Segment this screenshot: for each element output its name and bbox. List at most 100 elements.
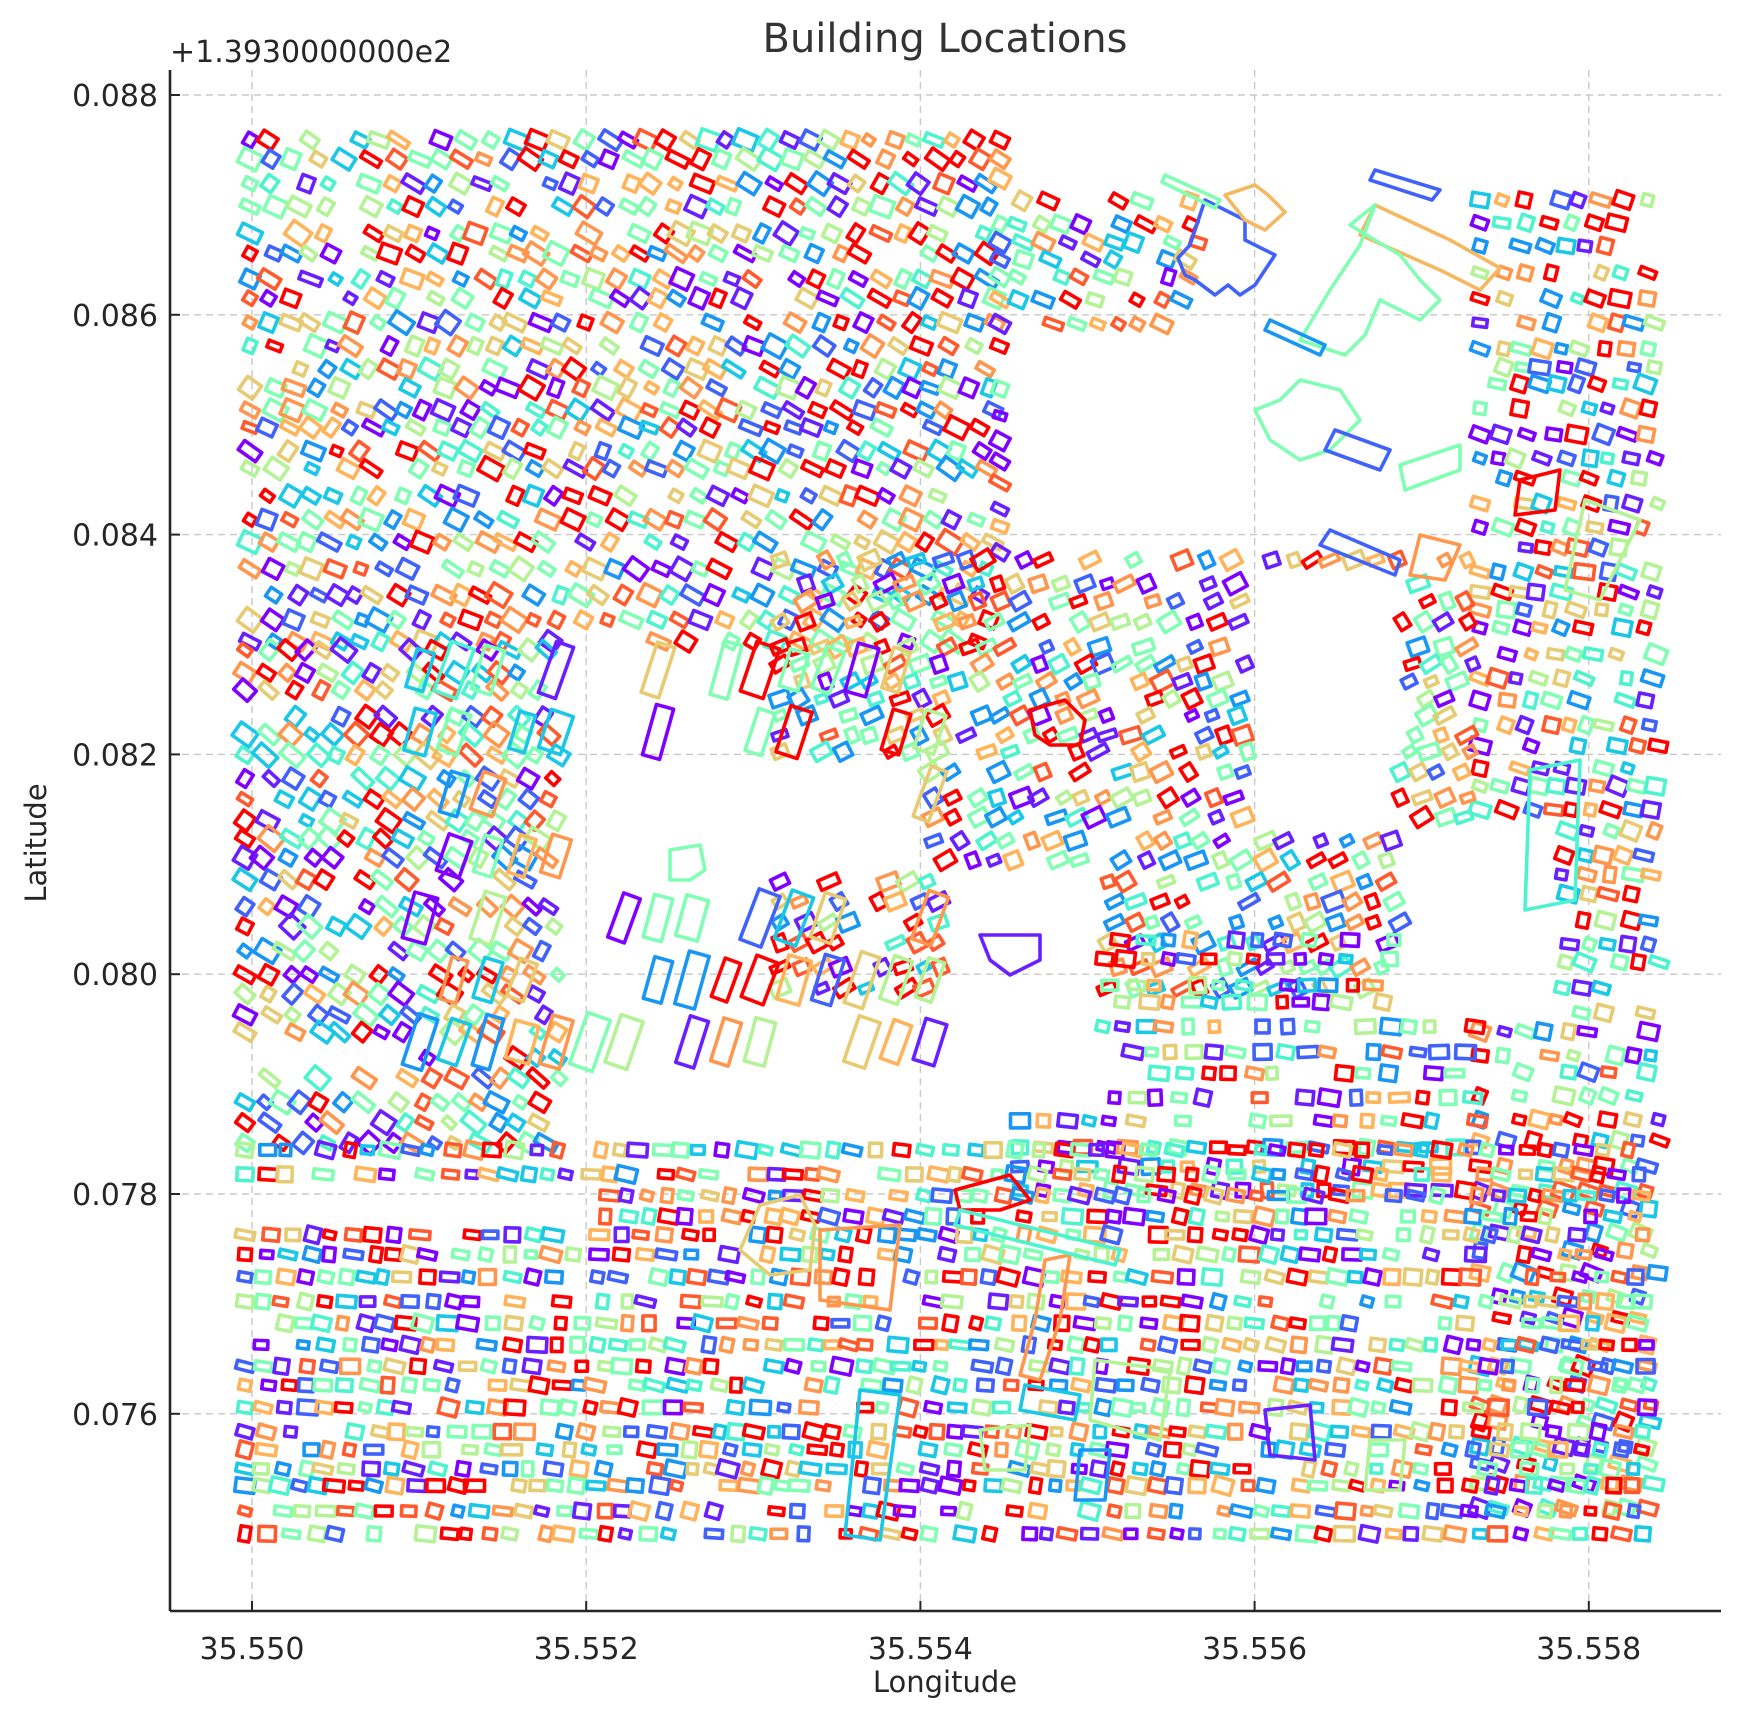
building-outline bbox=[255, 267, 283, 291]
building-outline bbox=[705, 484, 731, 508]
building-outline bbox=[1317, 977, 1339, 994]
building-outline bbox=[507, 937, 535, 965]
building-outline bbox=[660, 357, 686, 381]
building-outline bbox=[1110, 654, 1134, 674]
building-outline bbox=[1421, 1246, 1441, 1263]
building-outline bbox=[1470, 758, 1490, 779]
building-outline bbox=[1619, 1140, 1637, 1160]
building-outline bbox=[492, 531, 519, 553]
building-outline bbox=[678, 399, 702, 421]
building-outline bbox=[751, 244, 775, 263]
building-outline bbox=[616, 415, 646, 440]
building-outline bbox=[1220, 993, 1243, 1011]
building-outline bbox=[861, 1475, 883, 1496]
building-outline bbox=[778, 243, 801, 264]
building-outline bbox=[1553, 341, 1570, 356]
building-outline bbox=[987, 166, 1013, 191]
building-outline bbox=[257, 531, 281, 553]
building-outline bbox=[1068, 610, 1092, 634]
building-outline bbox=[643, 379, 661, 396]
building-outline bbox=[1536, 1141, 1554, 1159]
building-outline bbox=[235, 605, 265, 635]
building-outline bbox=[887, 335, 910, 357]
building-outline bbox=[936, 358, 959, 380]
building-outline bbox=[382, 1293, 403, 1310]
building-outline bbox=[315, 1294, 334, 1310]
building-outline bbox=[557, 149, 580, 170]
building-outline bbox=[1645, 820, 1664, 841]
building-outline bbox=[1156, 786, 1181, 810]
building-outline bbox=[1270, 1504, 1292, 1519]
building-outline bbox=[1382, 890, 1406, 913]
building-outline bbox=[1646, 1263, 1669, 1282]
building-outline bbox=[1329, 869, 1356, 894]
building-outline bbox=[683, 509, 708, 530]
building-outline bbox=[1577, 1085, 1598, 1106]
building-outline bbox=[296, 172, 317, 195]
building-outline bbox=[253, 1268, 273, 1286]
building-outline bbox=[283, 1005, 302, 1025]
building-outline bbox=[413, 1092, 433, 1113]
building-outline bbox=[1456, 1142, 1475, 1158]
building-outline bbox=[1586, 1374, 1612, 1397]
building-outline bbox=[1615, 1241, 1635, 1260]
building-outline bbox=[307, 1091, 330, 1114]
building-outline bbox=[1356, 1137, 1377, 1158]
building-outline bbox=[701, 582, 727, 608]
building-outline bbox=[826, 195, 850, 219]
building-outline bbox=[683, 457, 710, 481]
building-outline bbox=[1133, 214, 1159, 235]
building-outline bbox=[464, 1168, 480, 1181]
building-outline bbox=[774, 953, 814, 1007]
building-outline bbox=[402, 706, 439, 758]
building-outline bbox=[961, 1478, 977, 1493]
building-outline bbox=[1111, 573, 1137, 595]
landmark-building bbox=[1408, 533, 1462, 582]
building-outline bbox=[1625, 1461, 1641, 1477]
building-outline bbox=[1587, 1359, 1609, 1373]
building-outline bbox=[788, 1442, 805, 1457]
building-outline bbox=[1332, 1376, 1351, 1394]
building-outline bbox=[480, 130, 501, 150]
building-outline bbox=[811, 311, 832, 334]
building-outline bbox=[318, 1110, 346, 1136]
building-outline bbox=[773, 1478, 792, 1493]
building-outline bbox=[383, 509, 403, 531]
building-outline bbox=[689, 1143, 707, 1157]
building-outline bbox=[1583, 213, 1606, 233]
building-outline bbox=[1530, 1246, 1553, 1263]
building-outline bbox=[1479, 1225, 1499, 1245]
building-outline bbox=[639, 402, 659, 419]
building-outline bbox=[340, 418, 360, 437]
building-outline bbox=[1286, 1141, 1307, 1159]
building-outline bbox=[1002, 1378, 1020, 1393]
building-outline bbox=[1104, 1208, 1123, 1225]
building-outline bbox=[1146, 1088, 1164, 1108]
building-outline bbox=[1140, 724, 1167, 746]
building-outline bbox=[818, 727, 840, 744]
building-outline bbox=[989, 574, 1007, 594]
building-outline bbox=[273, 789, 296, 810]
building-outline bbox=[691, 1424, 715, 1439]
building-outline bbox=[1408, 804, 1435, 830]
building-outline bbox=[234, 1292, 256, 1311]
building-outline bbox=[499, 1525, 520, 1542]
building-outline bbox=[1384, 1294, 1402, 1309]
building-outline bbox=[275, 1267, 297, 1287]
building-outline bbox=[1584, 520, 1605, 535]
building-outline bbox=[1180, 1338, 1201, 1351]
building-outline bbox=[377, 1140, 404, 1160]
building-outline bbox=[748, 1525, 768, 1542]
building-outline bbox=[1532, 1021, 1554, 1042]
building-outline bbox=[1502, 1206, 1519, 1227]
building-outline bbox=[481, 1526, 499, 1542]
building-outline bbox=[1411, 1377, 1434, 1394]
building-outline bbox=[484, 335, 505, 357]
building-outline bbox=[361, 417, 387, 438]
building-outline bbox=[1648, 1132, 1671, 1149]
building-outline bbox=[776, 1401, 792, 1414]
building-outline bbox=[408, 1357, 428, 1376]
building-outline bbox=[1594, 1291, 1616, 1312]
building-outline bbox=[762, 1357, 786, 1375]
building-outline bbox=[1041, 726, 1061, 745]
